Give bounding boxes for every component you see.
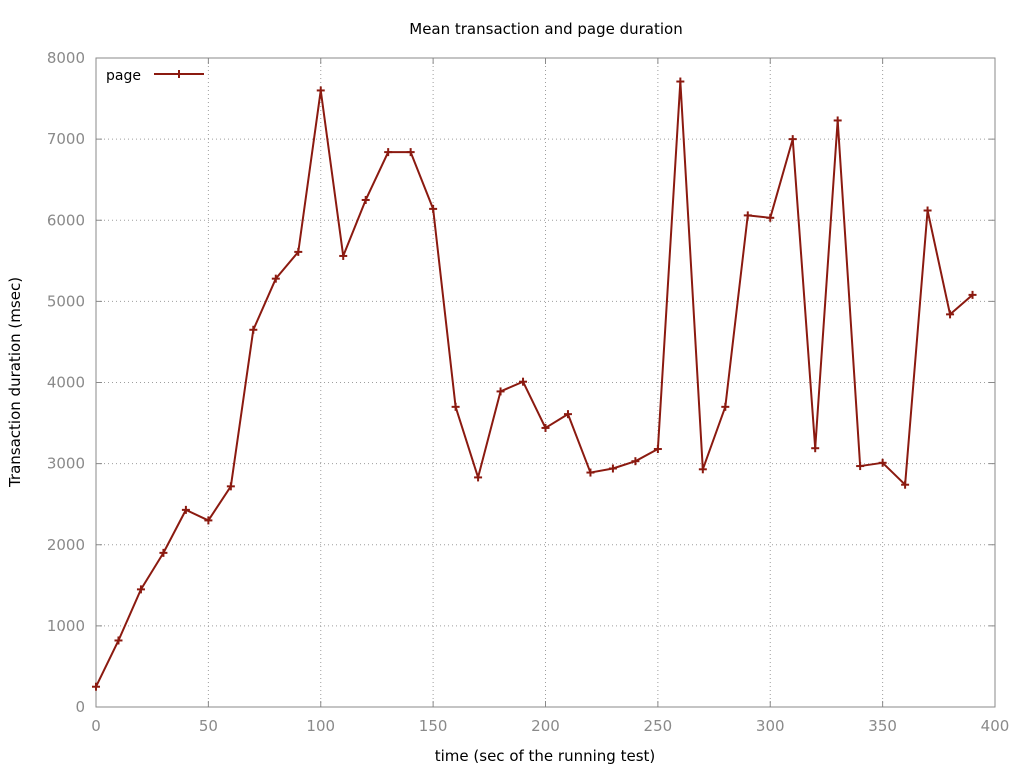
- data-point: [271, 274, 280, 283]
- data-point: [429, 204, 438, 213]
- data-point: [653, 445, 662, 454]
- data-point: [743, 211, 752, 220]
- data-point: [496, 387, 505, 396]
- data-point: [698, 465, 707, 474]
- data-point: [361, 195, 370, 204]
- series-line-page: [95, 80, 974, 688]
- x-tick-label: 250: [644, 717, 673, 735]
- data-point: [204, 516, 213, 525]
- legend-label-page: page: [106, 68, 141, 84]
- x-tick-label: 300: [756, 717, 785, 735]
- x-tick-label: 100: [306, 717, 335, 735]
- data-point: [316, 86, 325, 95]
- legend-marker: [175, 70, 183, 78]
- data-point: [92, 682, 100, 691]
- y-tick-label: 6000: [47, 211, 85, 229]
- data-point: [856, 462, 865, 471]
- data-point: [563, 410, 572, 419]
- y-tick-label: 1000: [47, 617, 85, 635]
- data-point: [114, 636, 123, 645]
- data-point: [451, 402, 460, 411]
- data-point: [833, 116, 842, 125]
- data-point: [788, 135, 797, 144]
- y-tick-label: 4000: [47, 374, 85, 392]
- x-axis-label: time (sec of the running test): [435, 747, 656, 765]
- series-layer: [92, 77, 977, 691]
- data-point: [226, 482, 235, 491]
- data-point: [631, 457, 640, 466]
- axis-ticks: 0 50 100 150 200 250 300 350 4000100020003000400…: [47, 49, 1010, 735]
- data-point: [766, 213, 775, 222]
- data-point: [968, 290, 977, 299]
- chart-title: Mean transaction and page duration: [409, 20, 682, 38]
- x-tick-label: 400: [981, 717, 1010, 735]
- y-tick-label: 3000: [47, 455, 85, 473]
- data-point: [384, 148, 393, 157]
- data-point: [676, 77, 685, 86]
- x-tick-label: 0: [91, 717, 101, 735]
- data-point: [901, 480, 910, 489]
- data-point: [339, 251, 348, 260]
- data-point: [878, 458, 887, 467]
- data-point: [294, 247, 303, 256]
- data-point: [181, 505, 190, 514]
- data-point: [721, 402, 730, 411]
- data-point: [923, 206, 932, 215]
- data-point: [946, 310, 955, 319]
- data-point: [474, 473, 483, 482]
- data-point: [586, 468, 595, 477]
- grid: [96, 58, 995, 707]
- legend: page: [106, 68, 204, 84]
- y-axis-label: Transaction duration (msec): [6, 277, 24, 488]
- y-tick-label: 5000: [47, 292, 85, 310]
- data-point: [249, 325, 258, 334]
- y-tick-label: 7000: [47, 130, 85, 148]
- data-point: [136, 585, 145, 594]
- plot-frame: [95, 57, 996, 708]
- data-point: [406, 148, 415, 157]
- y-tick-label: 2000: [47, 536, 85, 554]
- data-point: [159, 548, 168, 557]
- y-tick-label: 8000: [47, 49, 85, 67]
- data-point: [519, 377, 528, 386]
- data-point: [811, 444, 820, 453]
- data-point: [608, 464, 617, 473]
- x-tick-label: 350: [868, 717, 897, 735]
- x-tick-label: 50: [199, 717, 218, 735]
- y-tick-label: 0: [75, 698, 85, 716]
- x-tick-label: 150: [419, 717, 448, 735]
- x-tick-label: 200: [531, 717, 560, 735]
- data-point: [541, 423, 550, 432]
